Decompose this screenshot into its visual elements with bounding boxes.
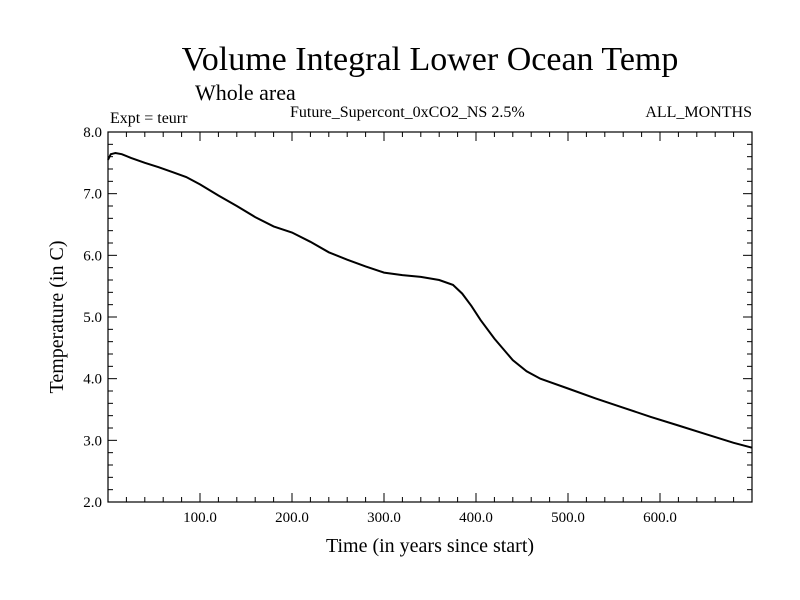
temperature-line [107, 151, 753, 449]
x-axis-label: Time (in years since start) [326, 535, 534, 557]
y-axis-label: Temperature (in C) [46, 241, 68, 394]
scenario-label: Future_Supercont_0xCO2_NS 2.5% [290, 104, 525, 121]
x-tick-label: 100.0 [183, 510, 217, 526]
y-tick-label: 8.0 [83, 125, 102, 141]
chart-title: Volume Integral Lower Ocean Temp [182, 41, 679, 78]
y-tick-label: 6.0 [83, 248, 102, 264]
x-tick-label: 300.0 [367, 510, 401, 526]
x-tick-label: 500.0 [551, 510, 585, 526]
x-tick-label: 200.0 [275, 510, 309, 526]
y-tick-label: 3.0 [83, 433, 102, 449]
tick-labels: 100.0 200.0 300.0 400.0 500.0 600.0 2.0 3.0 4.0 5… [83, 125, 677, 526]
y-tick-label: 5.0 [83, 310, 102, 326]
axis-ticks [108, 132, 752, 502]
months-label: ALL_MONTHS [645, 104, 752, 121]
y-tick-label: 2.0 [83, 495, 102, 511]
y-tick-label: 4.0 [83, 372, 102, 388]
x-tick-label: 400.0 [459, 510, 493, 526]
x-tick-label: 600.0 [643, 510, 677, 526]
y-tick-label: 7.0 [83, 187, 102, 203]
experiment-label: Expt = teurr [110, 110, 188, 127]
chart-subtitle: Whole area [195, 80, 296, 105]
